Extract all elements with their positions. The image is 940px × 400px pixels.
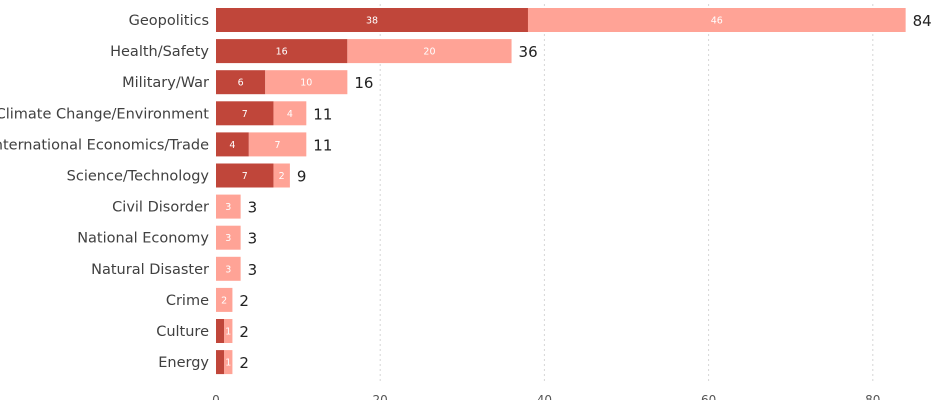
bar-segment	[216, 8, 528, 32]
category-label: Geopolitics	[129, 13, 209, 29]
category-label: Health/Safety	[110, 44, 209, 60]
segment-value-label: 2	[279, 171, 285, 182]
bar-segment	[216, 319, 225, 343]
category-label: National Economy	[77, 231, 209, 247]
category-label: Civil Disorder	[112, 200, 209, 216]
segment-value-label: 7	[242, 109, 248, 120]
segment-value-label: 3	[225, 202, 231, 213]
bar-segment	[273, 101, 307, 126]
bar-segment	[216, 163, 274, 188]
segment-value-label: 3	[225, 233, 231, 244]
x-tick-label: 20	[373, 393, 388, 400]
category-label: Energy	[158, 355, 209, 371]
bar-segment	[248, 132, 307, 157]
bar-segment	[265, 70, 348, 95]
segment-value-label: 4	[229, 140, 235, 151]
bars	[216, 8, 906, 375]
total-value-label: 2	[239, 323, 249, 341]
segment-value-label: 1	[225, 327, 231, 338]
x-tick-label: 40	[537, 393, 552, 400]
segment-value-label: 4	[287, 109, 293, 120]
bar-segment	[216, 350, 225, 375]
segment-value-label: 46	[711, 16, 723, 27]
x-tick-label: 0	[212, 393, 220, 400]
x-tick-label: 80	[865, 393, 880, 400]
category-label: Crime	[166, 293, 209, 309]
total-value-label: 2	[239, 354, 249, 372]
segment-value-label: 38	[366, 16, 378, 27]
bar-segment	[347, 39, 512, 64]
segment-value-label: 7	[242, 171, 248, 182]
total-value-label: 11	[313, 105, 332, 123]
segment-value-label: 20	[423, 47, 435, 58]
bar-segment	[224, 350, 233, 375]
gridlines	[379, 4, 874, 382]
bar-segment	[216, 132, 249, 157]
total-value-label: 2	[239, 292, 249, 310]
bar-segment	[216, 256, 241, 281]
total-value-label: 11	[313, 136, 332, 154]
total-value-label: 3	[248, 261, 258, 279]
total-value-label: 84	[913, 12, 932, 30]
total-value-label: 16	[354, 74, 373, 92]
total-value-label: 9	[297, 168, 307, 186]
bar-segment	[273, 163, 290, 188]
bar-segment	[216, 287, 233, 312]
segment-value-label: 10	[300, 78, 312, 89]
category-label: Natural Disaster	[91, 262, 209, 278]
category-label: International Economics/Trade	[0, 137, 209, 153]
total-value-label: 3	[248, 199, 258, 217]
category-label: Science/Technology	[67, 169, 210, 185]
segment-value-label: 1	[225, 358, 231, 369]
bar-segment	[216, 194, 241, 219]
segment-value-label: 3	[225, 264, 231, 275]
bar-segment	[216, 101, 274, 126]
bar-segment	[216, 39, 348, 64]
bar-segment	[216, 225, 241, 250]
category-label: Climate Change/Environment	[0, 106, 209, 122]
bar-segment	[216, 70, 266, 95]
bar-segment	[527, 8, 906, 32]
segment-value-label: 2	[221, 295, 227, 306]
category-label: Culture	[156, 324, 209, 340]
segment-value-label: 16	[276, 47, 288, 58]
category-label: Military/War	[122, 75, 209, 91]
segment-value-label: 6	[238, 78, 244, 89]
total-value-label: 36	[519, 43, 538, 61]
segment-value-label: 7	[275, 140, 281, 151]
total-value-label: 3	[248, 230, 258, 248]
x-tick-label: 60	[701, 393, 716, 400]
x-axis: 0 20 40 60 80	[212, 393, 880, 400]
bar-segment	[224, 319, 233, 343]
